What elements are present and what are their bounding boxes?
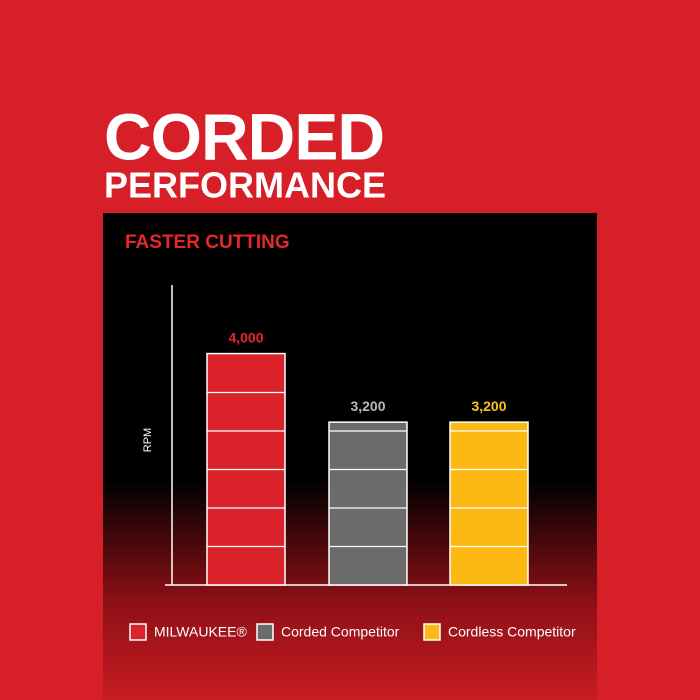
- value-label: 3,200: [350, 398, 385, 414]
- legend-swatch: [129, 623, 147, 641]
- bar: [328, 421, 408, 586]
- legend-label: MILWAUKEE®: [154, 624, 247, 640]
- y-axis-label: RPM: [142, 428, 154, 452]
- plot: 4,000 MILWAUKEE® 3,200 Corded Competitor 3,2…: [129, 329, 576, 641]
- bar: [449, 421, 529, 586]
- headline-line2: PERFORMANCE: [104, 165, 386, 206]
- value-label: 3,200: [471, 398, 506, 414]
- chart-title: FASTER CUTTING: [125, 232, 290, 253]
- legend-label: Corded Competitor: [281, 624, 400, 640]
- legend-label: Cordless Competitor: [448, 624, 576, 640]
- value-label: 4,000: [228, 329, 263, 345]
- headline-line1: CORDED: [104, 99, 384, 173]
- legend-swatch: [423, 623, 441, 641]
- legend-swatch: [256, 623, 274, 641]
